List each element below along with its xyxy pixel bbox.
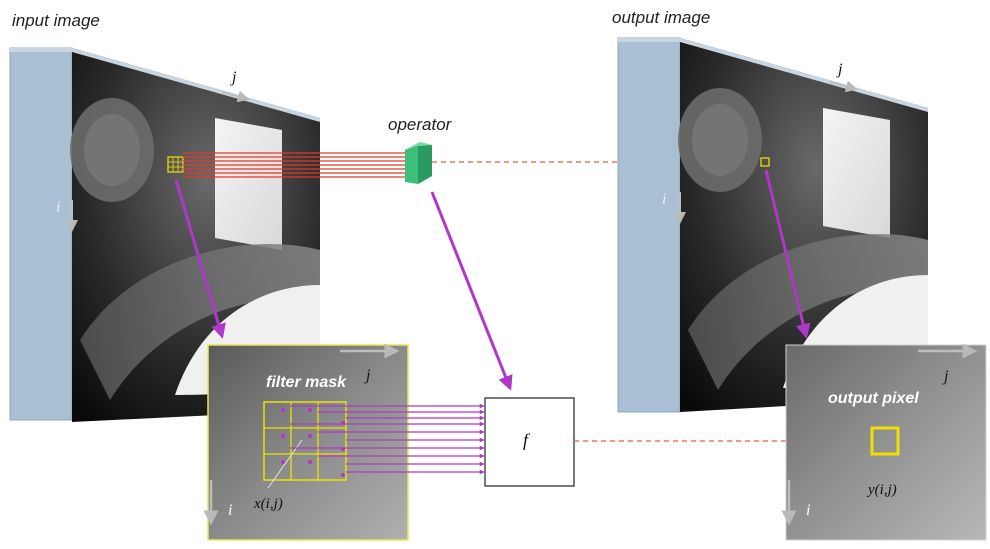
filter-mask-label: filter mask <box>266 374 347 391</box>
filter-mask-grid <box>263 401 347 481</box>
input-to-mask-arrow <box>174 179 226 339</box>
output-pixel-symbol: y(i,j) <box>866 482 897 498</box>
input-to-operator-rays <box>183 152 408 178</box>
input-j-label: j <box>230 69 237 86</box>
output-panel-i-label: i <box>806 502 810 519</box>
input-j-axis-arrow-icon <box>221 90 250 103</box>
output-pixel-label: output pixel <box>828 390 919 407</box>
input-i-label: i <box>56 199 60 216</box>
output-image-slab <box>617 37 928 413</box>
output-pixel-square <box>870 426 900 456</box>
output-slab-side <box>618 38 680 412</box>
output-i-label: i <box>662 191 666 208</box>
input-image-label: input image <box>12 11 100 30</box>
filter-mask-panel <box>203 343 409 541</box>
mask-j-label: j <box>364 367 371 384</box>
operator-to-function-arrow <box>430 191 513 391</box>
output-j-label: j <box>836 61 843 78</box>
output-to-panel-arrow <box>764 169 811 339</box>
output-small-pixel <box>760 157 770 167</box>
operator-label: operator <box>388 115 453 134</box>
output-image-label: output image <box>612 8 710 27</box>
function-box <box>484 397 575 487</box>
function-label: f <box>523 430 531 450</box>
input-pixel-symbol: x(i,j) <box>253 496 283 512</box>
mask-i-label: i <box>228 502 232 519</box>
output-j-axis-arrow-icon <box>829 80 858 93</box>
output-panel-j-label: j <box>942 368 949 385</box>
input-slab-side <box>10 48 72 420</box>
output-pixel-panel <box>781 343 987 541</box>
operator-prism-icon <box>405 142 432 184</box>
mask-to-function-lines <box>290 403 485 475</box>
